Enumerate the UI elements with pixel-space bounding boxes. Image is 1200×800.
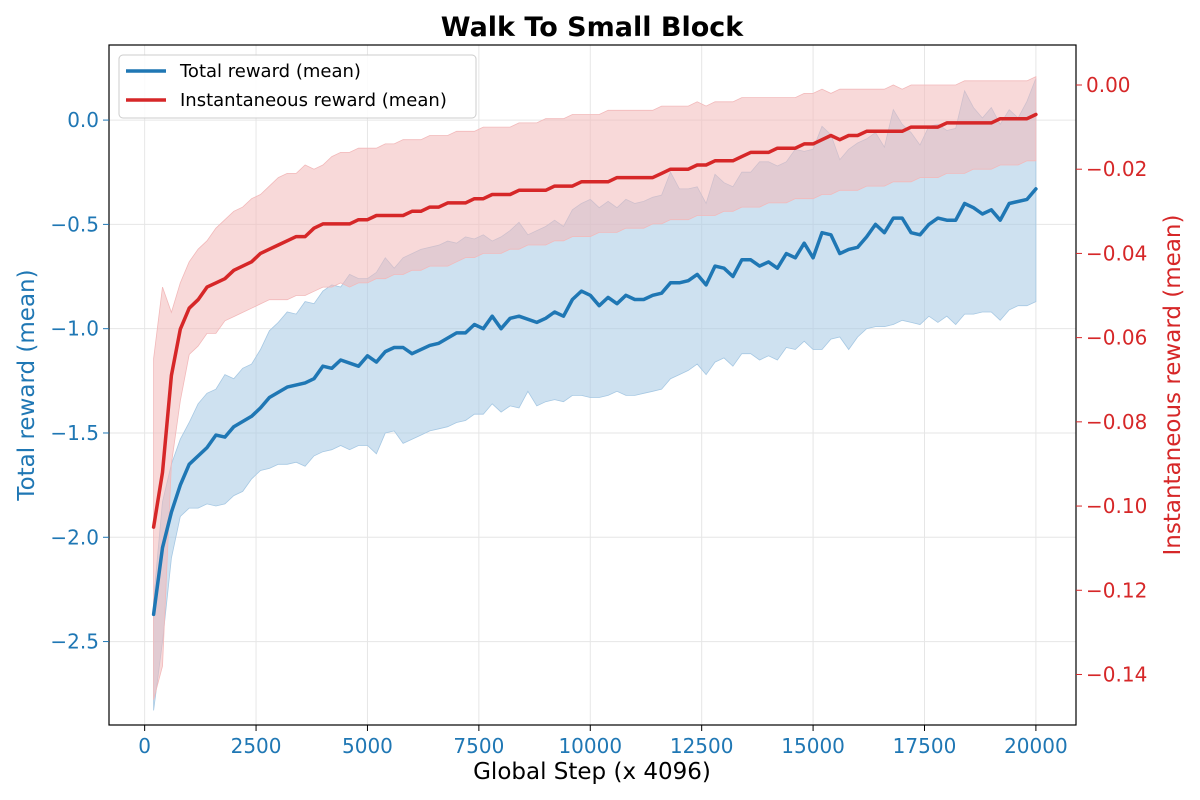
y-right-tick-label: −0.04 — [1086, 241, 1147, 265]
y-axis-right-label: Instantaneous reward (mean) — [1160, 215, 1186, 556]
x-tick-label: 20000 — [1004, 734, 1068, 758]
chart-title: Walk To Small Block — [441, 12, 745, 43]
series-lines — [151, 112, 1038, 617]
y-left-tick-label: 0.0 — [67, 108, 99, 132]
y-axis-left-ticks: 0.0 −0.5 −1.0 −1.5 −2.0 −2.5 — [50, 108, 109, 654]
y-left-tick-label: −1.0 — [50, 317, 99, 341]
x-tick-label: 12500 — [670, 734, 734, 758]
x-tick-label: 5000 — [342, 734, 393, 758]
x-tick-label: 0 — [138, 734, 151, 758]
x-tick-label: 7500 — [453, 734, 504, 758]
y-left-tick-label: −1.5 — [50, 421, 99, 445]
band-instantaneous-reward — [153, 75, 1037, 700]
y-axis-right-ticks: 0.00 −0.02 −0.04 −0.06 −0.08 −0.10 −0.12 −0.14 — [1076, 73, 1147, 686]
x-tick-label: 10000 — [558, 734, 622, 758]
y-left-tick-label: −2.0 — [50, 525, 99, 549]
x-tick-label: 17500 — [893, 734, 957, 758]
y-right-tick-label: −0.02 — [1086, 157, 1147, 181]
y-right-tick-label: −0.14 — [1086, 662, 1147, 686]
legend-label-total-reward: Total reward (mean) — [179, 61, 361, 82]
confidence-bands — [153, 75, 1037, 711]
y-right-tick-label: 0.00 — [1086, 73, 1131, 97]
x-tick-label: 2500 — [231, 734, 282, 758]
line-instantaneous-reward — [151, 112, 1038, 529]
x-axis-label: Global Step (x 4096) — [473, 759, 711, 785]
plot-frame — [108, 44, 1077, 726]
y-right-tick-label: −0.10 — [1086, 494, 1147, 518]
y-right-tick-label: −0.08 — [1086, 410, 1147, 434]
x-axis-ticks: 0 2500 5000 7500 10000 12500 15000 17500 20000 — [138, 725, 1068, 758]
y-left-tick-label: −0.5 — [50, 212, 99, 236]
y-right-tick-label: −0.06 — [1086, 326, 1147, 350]
y-right-tick-label: −0.12 — [1086, 578, 1147, 602]
legend-box — [118, 54, 477, 119]
y-left-tick-label: −2.5 — [50, 630, 99, 654]
line-total-reward — [151, 187, 1038, 617]
legend: Total reward (mean) Instantaneous reward… — [118, 54, 477, 119]
y-axis-left-label: Total reward (mean) — [14, 269, 40, 501]
legend-label-instantaneous-reward: Instantaneous reward (mean) — [180, 90, 447, 111]
x-tick-label: 15000 — [781, 734, 845, 758]
